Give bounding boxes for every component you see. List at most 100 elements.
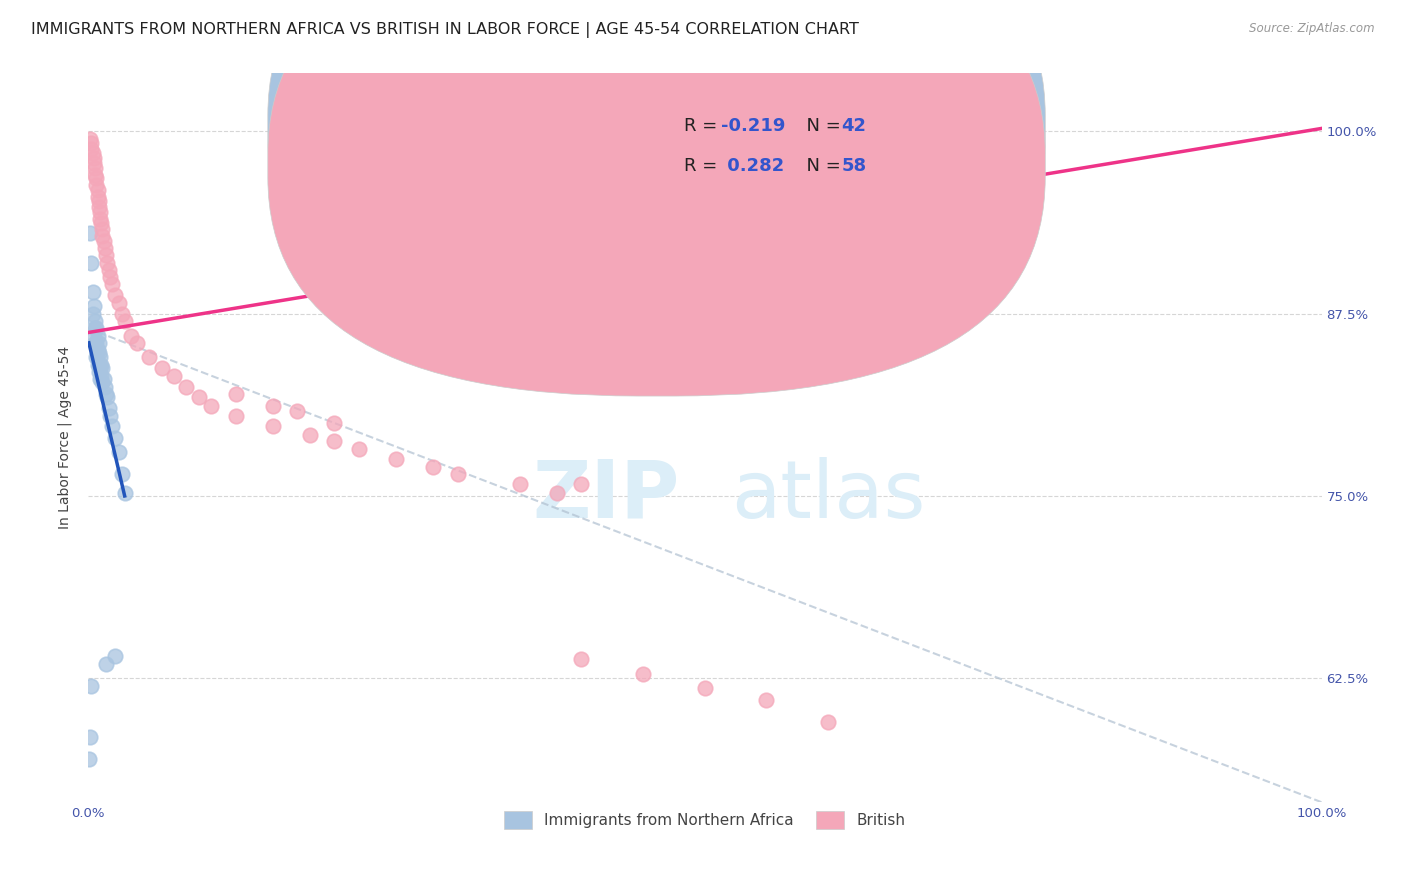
Point <box>89 351 111 365</box>
Point <box>98 270 121 285</box>
Point <box>114 486 136 500</box>
FancyBboxPatch shape <box>267 0 1045 396</box>
Point <box>83 299 105 313</box>
Point <box>323 416 346 430</box>
Point <box>287 404 309 418</box>
Point <box>569 652 592 666</box>
Point <box>163 369 186 384</box>
Point <box>86 183 108 197</box>
Point <box>82 146 104 161</box>
Point <box>509 477 531 491</box>
Point <box>84 321 107 335</box>
Point <box>111 307 134 321</box>
Text: N =: N = <box>794 117 846 136</box>
Text: IMMIGRANTS FROM NORTHERN AFRICA VS BRITISH IN LABOR FORCE | AGE 45-54 CORRELATIO: IMMIGRANTS FROM NORTHERN AFRICA VS BRITI… <box>31 22 859 38</box>
Point <box>90 369 112 384</box>
Point <box>422 459 444 474</box>
Point <box>80 255 103 269</box>
Point <box>77 751 100 765</box>
Point <box>104 649 127 664</box>
Point <box>97 401 120 416</box>
FancyBboxPatch shape <box>616 98 980 197</box>
Point <box>80 142 103 156</box>
Point <box>101 419 124 434</box>
Point <box>631 667 654 681</box>
Point <box>225 409 247 423</box>
Text: R =: R = <box>683 157 723 175</box>
Point <box>80 136 103 150</box>
Point <box>262 399 284 413</box>
FancyBboxPatch shape <box>267 0 1045 358</box>
Point <box>104 287 127 301</box>
Point <box>87 346 110 360</box>
Y-axis label: In Labor Force | Age 45-54: In Labor Force | Age 45-54 <box>58 346 72 529</box>
Text: 0.282: 0.282 <box>721 157 785 175</box>
Point <box>83 151 105 165</box>
Point <box>94 241 117 255</box>
Point <box>94 379 117 393</box>
Point <box>87 358 110 372</box>
Point <box>176 379 198 393</box>
Point <box>200 399 222 413</box>
Point <box>385 452 408 467</box>
Point <box>150 360 173 375</box>
Point <box>79 730 101 744</box>
Point <box>93 234 115 248</box>
Point <box>91 375 114 389</box>
Point <box>91 360 114 375</box>
Point <box>89 360 111 375</box>
Point <box>693 681 716 696</box>
Point <box>83 328 105 343</box>
Point <box>87 335 110 350</box>
Point <box>84 314 107 328</box>
Point <box>89 211 111 226</box>
Point <box>98 409 121 423</box>
Point <box>86 328 108 343</box>
Text: ZIP: ZIP <box>533 457 679 535</box>
Text: atlas: atlas <box>731 457 925 535</box>
Point <box>89 372 111 386</box>
Point <box>104 431 127 445</box>
Point <box>79 131 101 145</box>
Point <box>755 693 778 707</box>
Point <box>447 467 470 481</box>
Point <box>114 314 136 328</box>
Point <box>87 194 110 209</box>
Text: -0.219: -0.219 <box>721 117 785 136</box>
Point <box>93 372 115 386</box>
Point <box>79 227 101 241</box>
Point <box>80 679 103 693</box>
Point <box>125 335 148 350</box>
Point <box>96 387 118 401</box>
Point <box>84 168 107 182</box>
Point <box>91 222 114 236</box>
Legend: Immigrants from Northern Africa, British: Immigrants from Northern Africa, British <box>498 805 911 835</box>
Point <box>96 248 118 262</box>
Point <box>323 434 346 448</box>
Point <box>187 390 209 404</box>
Point <box>96 390 118 404</box>
Point <box>84 335 107 350</box>
Point <box>96 657 118 671</box>
Point <box>84 335 107 350</box>
Text: N =: N = <box>794 157 846 175</box>
Point <box>96 255 118 269</box>
Point <box>107 296 129 310</box>
Point <box>569 477 592 491</box>
Text: R =: R = <box>683 117 723 136</box>
Point <box>87 200 110 214</box>
Point <box>82 285 104 299</box>
Point <box>89 204 111 219</box>
Point <box>83 156 105 170</box>
Text: Source: ZipAtlas.com: Source: ZipAtlas.com <box>1250 22 1375 36</box>
Point <box>298 427 321 442</box>
Point <box>107 445 129 459</box>
Point <box>347 442 370 457</box>
Text: 42: 42 <box>842 117 866 136</box>
Point <box>86 343 108 357</box>
Point <box>111 467 134 481</box>
Point <box>138 351 160 365</box>
Point <box>86 190 108 204</box>
Point <box>84 178 107 193</box>
Point <box>90 216 112 230</box>
